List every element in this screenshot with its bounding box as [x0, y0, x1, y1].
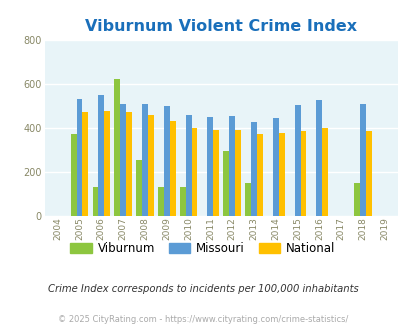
Bar	[272, 118, 278, 216]
Bar	[114, 79, 120, 216]
Legend: Viburnum, Missouri, National: Viburnum, Missouri, National	[66, 237, 339, 260]
Bar	[359, 104, 365, 216]
Bar	[213, 130, 219, 216]
Bar	[98, 95, 104, 216]
Bar	[185, 115, 191, 216]
Bar	[300, 131, 306, 216]
Bar	[353, 183, 359, 216]
Bar	[136, 160, 142, 216]
Bar	[163, 106, 169, 216]
Bar	[126, 113, 132, 216]
Bar	[294, 105, 300, 216]
Bar	[147, 115, 153, 216]
Bar	[322, 128, 327, 216]
Bar	[365, 131, 371, 216]
Bar	[223, 151, 229, 216]
Bar	[104, 111, 110, 216]
Bar	[70, 135, 77, 216]
Bar	[169, 121, 175, 216]
Title: Viburnum Violent Crime Index: Viburnum Violent Crime Index	[85, 19, 356, 34]
Bar	[77, 99, 82, 216]
Bar	[142, 104, 147, 216]
Text: © 2025 CityRating.com - https://www.cityrating.com/crime-statistics/: © 2025 CityRating.com - https://www.city…	[58, 315, 347, 324]
Bar	[82, 113, 88, 216]
Bar	[256, 135, 262, 216]
Bar	[120, 104, 126, 216]
Bar	[158, 187, 163, 216]
Text: Crime Index corresponds to incidents per 100,000 inhabitants: Crime Index corresponds to incidents per…	[47, 284, 358, 294]
Bar	[278, 133, 284, 216]
Bar	[191, 128, 197, 216]
Bar	[245, 183, 250, 216]
Bar	[179, 187, 185, 216]
Bar	[250, 122, 256, 216]
Bar	[207, 117, 213, 216]
Bar	[315, 100, 322, 216]
Bar	[229, 116, 234, 216]
Bar	[92, 187, 98, 216]
Bar	[234, 130, 241, 216]
